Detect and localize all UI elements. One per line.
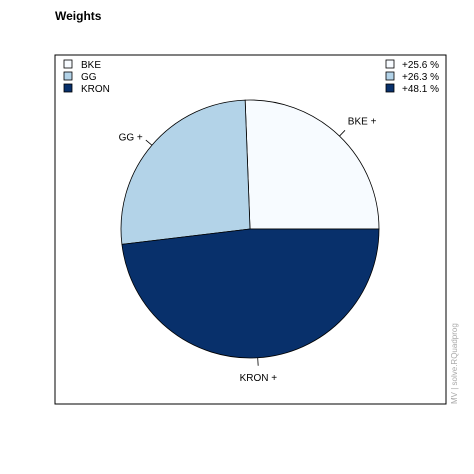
slice-label-kron: KRON +: [240, 373, 278, 384]
legend-right: +25.6 % +26.3 % +48.1 %: [385, 59, 439, 95]
slice-label-bke: BKE +: [348, 116, 377, 127]
legend-label-kron: KRON: [81, 84, 110, 95]
legend-swatch-gg: [63, 71, 73, 81]
label-line-bke: [339, 130, 346, 137]
label-line-gg: [145, 139, 153, 146]
legend-percent-swatch-gg: [385, 71, 395, 81]
plot-frame: [54, 54, 447, 405]
legend-percent-swatch-bke: [385, 59, 395, 69]
legend-left: BKE GG KRON: [63, 59, 110, 95]
pie-slice-gg: [120, 99, 251, 245]
pie-slice-kron: [121, 228, 380, 359]
legend-swatch-kron: [63, 83, 73, 93]
legend-label-bke: BKE: [81, 60, 101, 71]
legend-label-gg: GG: [81, 72, 97, 83]
slice-label-lines: [145, 130, 346, 366]
pie-slices: [120, 99, 380, 359]
chart-title: Weights: [55, 9, 102, 23]
legend-percent-bke: +25.6 %: [402, 60, 439, 71]
legend-percent-gg: +26.3 %: [402, 72, 439, 83]
side-note: MV | solve.RQuadprog: [450, 323, 459, 404]
slice-label-gg: GG +: [119, 132, 143, 143]
legend-swatch-bke: [63, 59, 73, 69]
legend-percent-kron: +48.1 %: [402, 84, 439, 95]
legend-percent-swatch-kron: [385, 83, 395, 93]
